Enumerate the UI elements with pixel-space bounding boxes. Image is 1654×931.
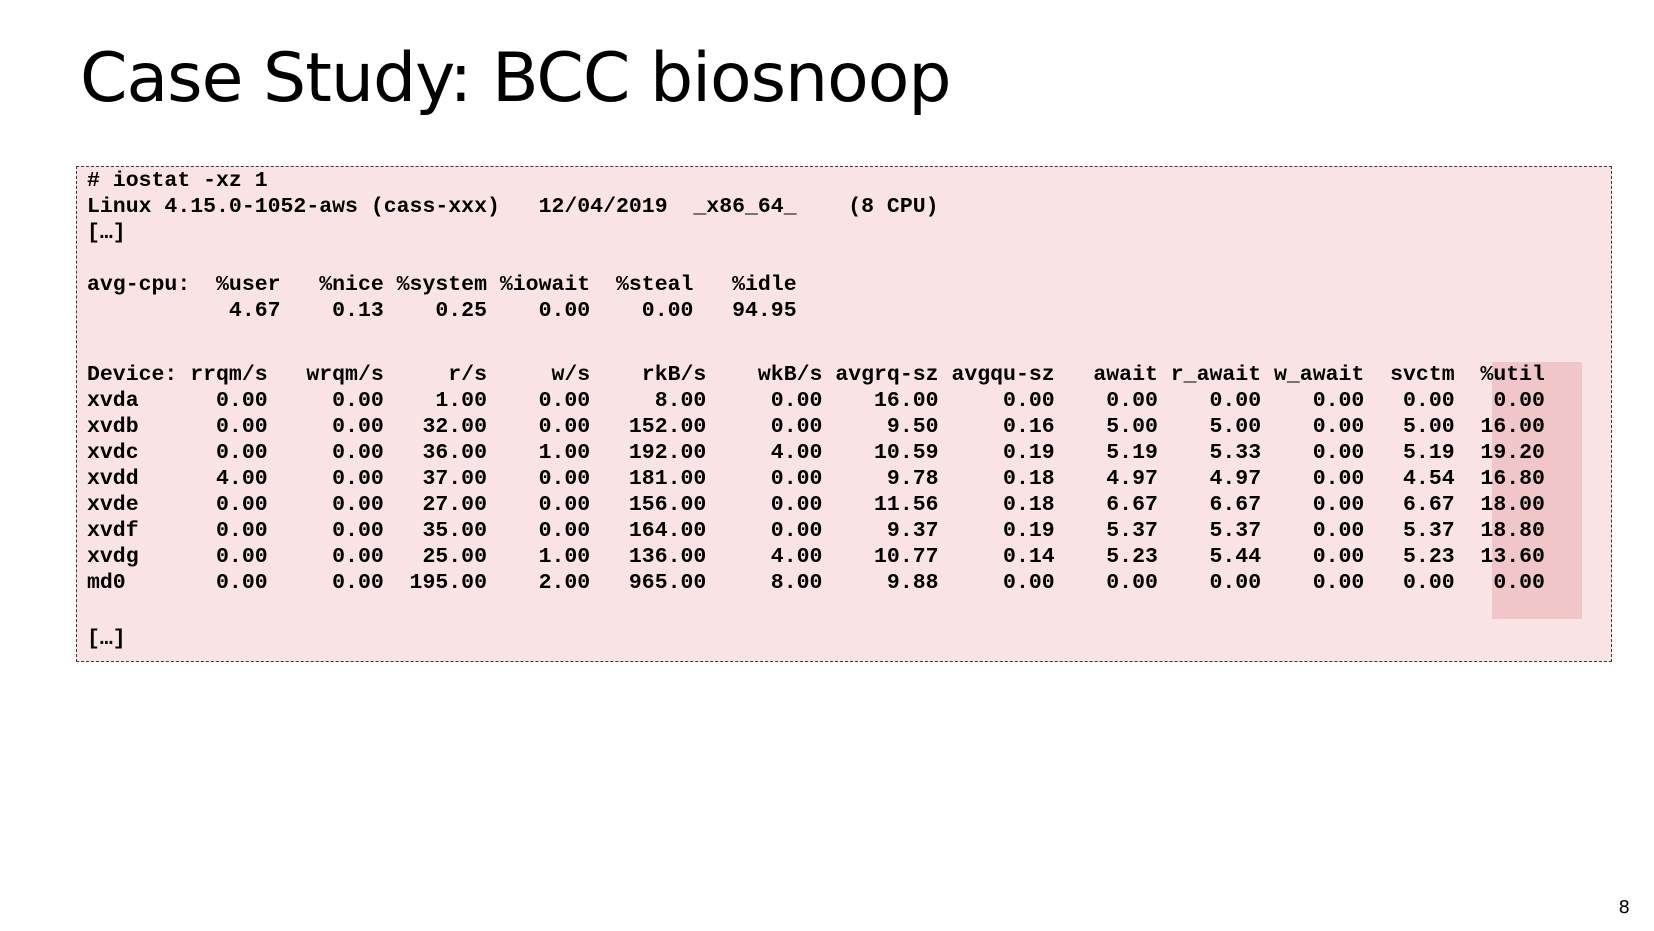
cpu-values-line: 4.67 0.13 0.25 0.00 0.00 94.95 xyxy=(87,299,797,323)
device-row-md0: md0 0.00 0.00 195.00 2.00 965.00 8.00 9.… xyxy=(87,571,1545,595)
util-column-highlight xyxy=(1492,362,1582,619)
device-row-xvdg: xvdg 0.00 0.00 25.00 1.00 136.00 4.00 10… xyxy=(87,545,1545,569)
device-row-xvda: xvda 0.00 0.00 1.00 0.00 8.00 0.00 16.00… xyxy=(87,389,1545,413)
ellipsis-top: […] xyxy=(87,221,126,245)
command-line: # iostat -xz 1 xyxy=(87,169,268,193)
cpu-header-line: avg-cpu: %user %nice %system %iowait %st… xyxy=(87,273,797,297)
device-row-xvdc: xvdc 0.00 0.00 36.00 1.00 192.00 4.00 10… xyxy=(87,441,1545,465)
ellipsis-bottom: […] xyxy=(87,627,126,651)
system-info-line: Linux 4.15.0-1052-aws (cass-xxx) 12/04/2… xyxy=(87,195,939,219)
device-header-line: Device: rrqm/s wrqm/s r/s w/s rkB/s wkB/… xyxy=(87,363,1545,387)
terminal-output-box xyxy=(76,166,1612,662)
page-number: 8 xyxy=(1618,897,1630,918)
device-row-xvdd: xvdd 4.00 0.00 37.00 0.00 181.00 0.00 9.… xyxy=(87,467,1545,491)
device-row-xvdb: xvdb 0.00 0.00 32.00 0.00 152.00 0.00 9.… xyxy=(87,415,1545,439)
device-row-xvdf: xvdf 0.00 0.00 35.00 0.00 164.00 0.00 9.… xyxy=(87,519,1545,543)
device-row-xvde: xvde 0.00 0.00 27.00 0.00 156.00 0.00 11… xyxy=(87,493,1545,517)
slide-title: Case Study: BCC biosnoop xyxy=(80,39,952,118)
